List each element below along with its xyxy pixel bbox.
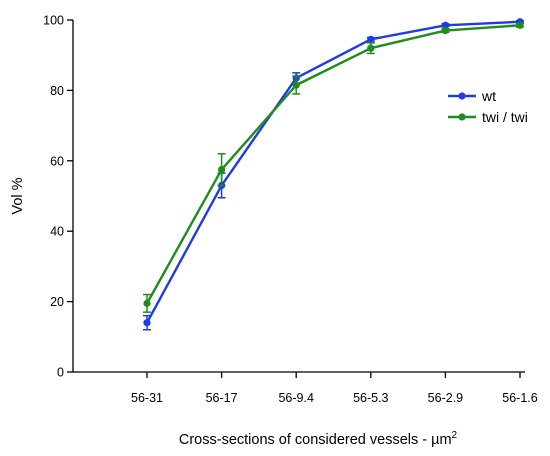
data-point [516, 21, 524, 29]
x-tick-label: 56-17 [206, 391, 238, 405]
legend: wt twi / twi [448, 88, 528, 125]
legend-swatch-marker [458, 92, 466, 100]
data-point [143, 319, 151, 327]
x-axis: 56-31 56-17 56-9.4 56-5.3 56-2.9 56-1.6 [73, 371, 538, 405]
series-wt [143, 18, 524, 331]
x-tick-label: 56-1.6 [502, 391, 537, 405]
series-line [145, 20, 521, 324]
series-line [145, 24, 521, 304]
data-point [292, 81, 300, 89]
data-point [441, 21, 449, 29]
x-tick-label: 56-5.3 [353, 391, 388, 405]
y-tick-label: 80 [50, 84, 64, 98]
legend-item: twi / twi [448, 109, 528, 125]
data-point [441, 26, 449, 35]
y-axis-title: Vol % [10, 177, 26, 214]
y-tick-label: 20 [50, 295, 64, 309]
y-tick-label: 40 [50, 225, 64, 239]
x-tick-label: 56-2.9 [428, 391, 463, 405]
x-axis-title-superscript: 2 [452, 430, 458, 441]
x-tick-label: 56-9.4 [278, 391, 313, 405]
x-axis-title: Cross-sections of considered vessels - µ… [179, 430, 458, 448]
series-layer [143, 18, 524, 331]
data-point [143, 299, 151, 307]
legend-label: twi / twi [482, 109, 528, 125]
data-point [218, 166, 226, 174]
y-tick-label: 60 [50, 154, 64, 168]
legend-item: wt [448, 88, 496, 104]
data-point [367, 44, 375, 52]
legend-swatch-marker [458, 113, 466, 121]
legend-label: wt [481, 88, 496, 104]
x-tick-label: 56-31 [131, 391, 163, 405]
series-twi-twi [143, 21, 524, 313]
y-tick-label: 0 [57, 366, 64, 380]
x-axis-title-text: Cross-sections of considered vessels - µ… [179, 432, 452, 448]
data-point [367, 35, 375, 43]
y-tick-label: 100 [43, 14, 64, 28]
y-axis: 0 20 40 60 80 100 [43, 14, 74, 380]
